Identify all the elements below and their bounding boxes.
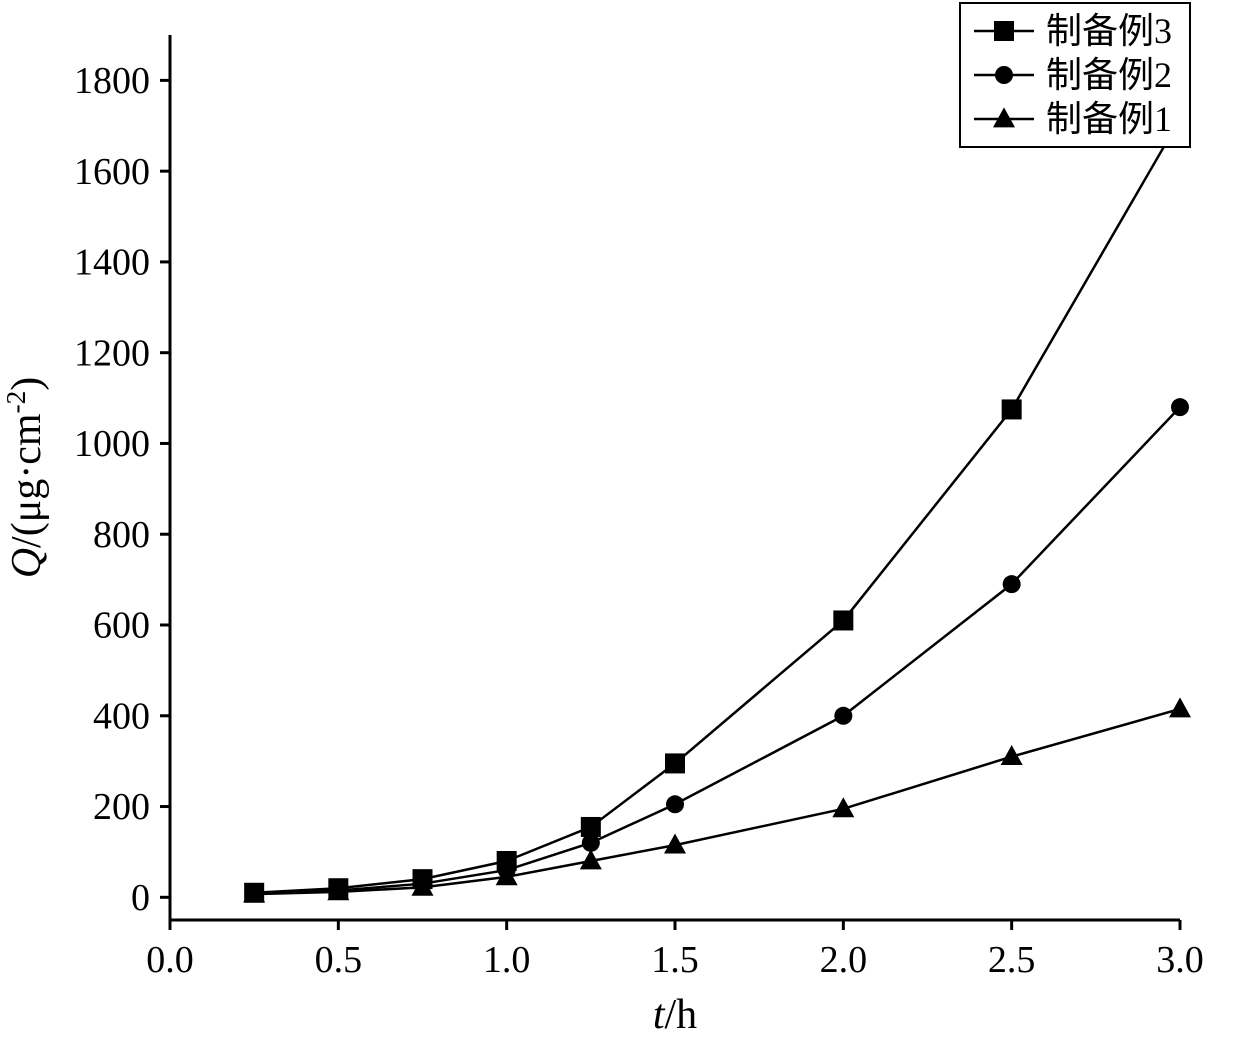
x-tick-label: 2.5 [988, 939, 1036, 981]
x-axis-label: t/h [653, 992, 697, 1038]
y-tick-label: 1200 [74, 332, 150, 374]
y-tick-label: 1400 [74, 242, 150, 284]
y-tick-label: 400 [93, 695, 150, 737]
x-tick-label: 1.0 [483, 939, 531, 981]
x-tick-label: 0.5 [315, 939, 363, 981]
legend-label: 制备例2 [1046, 55, 1172, 95]
y-tick-label: 1600 [74, 151, 150, 193]
legend: 制备例3制备例2制备例1 [960, 3, 1190, 147]
y-tick-label: 0 [131, 877, 150, 919]
legend-label: 制备例1 [1046, 99, 1172, 139]
y-tick-label: 1800 [74, 60, 150, 102]
legend-label: 制备例3 [1046, 11, 1172, 51]
y-tick-label: 600 [93, 605, 150, 647]
x-tick-label: 2.0 [820, 939, 868, 981]
chart-container: 0.0 0.5 1.0 1.5 2.0 2.5 3.0 0 200 400 600 800 1000 12… [0, 0, 1240, 1058]
x-tick-label: 0.0 [146, 939, 194, 981]
x-tick-label: 1.5 [651, 939, 699, 981]
y-tick-label: 800 [93, 514, 150, 556]
line-chart: 0.0 0.5 1.0 1.5 2.0 2.5 3.0 0 200 400 600 800 1000 12… [0, 0, 1240, 1058]
y-tick-label: 200 [93, 786, 150, 828]
y-tick-label: 1000 [74, 423, 150, 465]
x-tick-label: 3.0 [1156, 939, 1204, 981]
